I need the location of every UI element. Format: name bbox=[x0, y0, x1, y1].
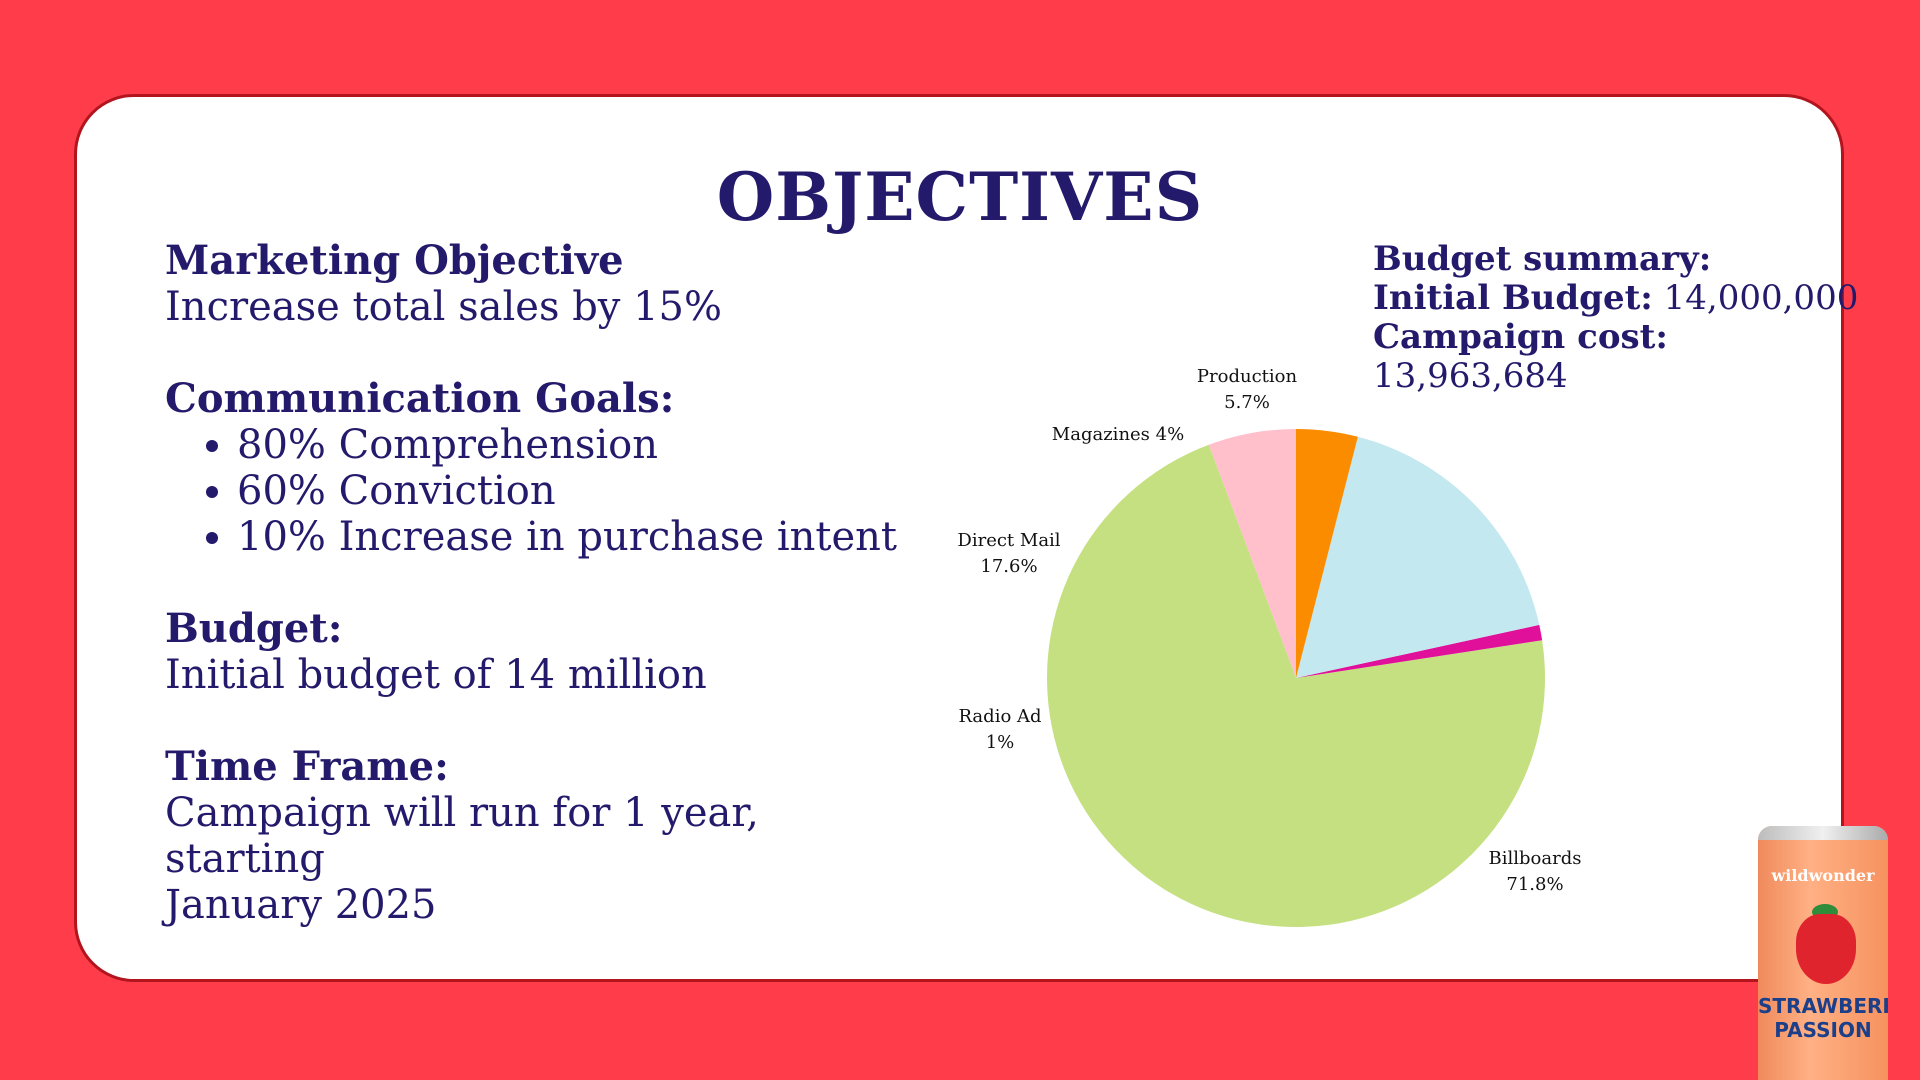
campaign-cost-value: 13,963,684 bbox=[1373, 356, 1568, 396]
pie-slice-radio-ad bbox=[1296, 624, 1543, 678]
product-can-image: wildwonder STRAWBERRY PASSION bbox=[1758, 826, 1888, 1080]
product-name-line-1: STRAWBERRY bbox=[1758, 994, 1888, 1018]
goal-item: 80% Comprehension bbox=[237, 422, 925, 468]
slice-label: Direct Mail 17.6% bbox=[957, 530, 1060, 577]
budget-summary: Budget summary: Initial Budget: 14,000,0… bbox=[1373, 240, 1873, 396]
budget-text: Initial budget of 14 million bbox=[165, 652, 707, 698]
budget-summary-heading: Budget summary: bbox=[1373, 239, 1712, 279]
objectives-column: Marketing Objective Increase total sales… bbox=[165, 237, 925, 929]
marketing-objective-text: Increase total sales by 15% bbox=[165, 284, 723, 330]
initial-budget-value: 14,000,000 bbox=[1663, 278, 1859, 318]
marketing-objective-heading: Marketing Objective bbox=[165, 237, 624, 284]
product-name: STRAWBERRY PASSION bbox=[1758, 994, 1888, 1042]
time-frame-line-1: Campaign will run for 1 year, starting bbox=[165, 790, 759, 882]
initial-budget-label: Initial Budget: bbox=[1373, 278, 1653, 318]
pie-slice-production bbox=[1208, 429, 1296, 678]
campaign-cost-label: Campaign cost: bbox=[1373, 317, 1668, 357]
product-brand: wildwonder bbox=[1771, 866, 1875, 885]
communication-goals-heading: Communication Goals: bbox=[165, 375, 675, 422]
time-frame-line-2: January 2025 bbox=[165, 882, 437, 928]
strawberry-illustration bbox=[1796, 914, 1856, 984]
goal-item: 10% Increase in purchase intent bbox=[237, 514, 925, 560]
pie-slice-direct-mail bbox=[1296, 436, 1540, 678]
time-frame-heading: Time Frame: bbox=[165, 743, 449, 790]
page-title: OBJECTIVES bbox=[716, 158, 1204, 236]
communication-goals-list: 80% Comprehension 60% Conviction 10% Inc… bbox=[165, 422, 925, 560]
budget-pie-chart: Production 5.7% Billboards 71.8% Radio Ad 1% D… bbox=[957, 366, 1582, 927]
slice-label: Magazines 4% bbox=[1052, 424, 1184, 445]
pie-slice-magazines bbox=[1296, 429, 1358, 678]
slice-label: Radio Ad 1% bbox=[958, 706, 1041, 753]
pie-slice-billboards bbox=[1047, 444, 1545, 927]
slice-label: Billboards 71.8% bbox=[1489, 848, 1582, 895]
slice-label: Production 5.7% bbox=[1197, 366, 1298, 413]
content-card bbox=[74, 94, 1844, 982]
goal-item: 60% Conviction bbox=[237, 468, 925, 514]
budget-heading: Budget: bbox=[165, 605, 343, 652]
product-name-line-2: PASSION bbox=[1774, 1018, 1872, 1042]
